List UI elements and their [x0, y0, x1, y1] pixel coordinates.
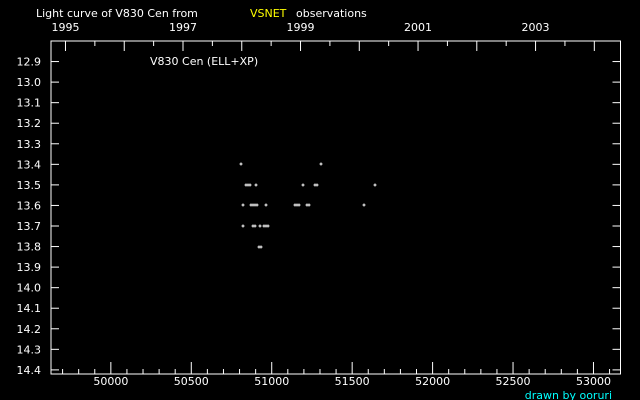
x-tick-label: 51000 [254, 375, 289, 388]
data-point [373, 183, 377, 187]
data-point [248, 183, 252, 187]
x-tick-label: 52500 [496, 375, 531, 388]
year-label: 2003 [522, 21, 550, 34]
y-tick-label: 14.3 [17, 343, 42, 356]
y-tick-label: 14.1 [17, 302, 42, 315]
y-tick-label: 13.4 [17, 158, 42, 171]
data-point [315, 183, 319, 187]
y-tick-label: 13.0 [17, 76, 42, 89]
data-point [301, 183, 305, 187]
y-tick-label: 13.5 [17, 179, 42, 192]
data-point [266, 224, 270, 228]
year-label: 1997 [169, 21, 197, 34]
title-source: VSNET [250, 7, 287, 20]
y-tick-label: 14.2 [17, 323, 42, 336]
data-point [264, 203, 268, 207]
title-prefix: Light curve of V830 Cen from [36, 7, 198, 20]
y-tick-label: 13.1 [17, 97, 42, 110]
y-tick-label: 12.9 [17, 56, 42, 69]
y-tick-label: 13.7 [17, 220, 42, 233]
credit-text: drawn by ooruri [525, 389, 612, 400]
data-point [307, 203, 311, 207]
axis-ticks: 50000 50500 51000 51500 52000 52500 53000 1995 1… [17, 21, 621, 388]
y-tick-label: 14.4 [17, 364, 42, 377]
data-point [241, 203, 245, 207]
data-point [319, 162, 323, 166]
year-label: 1995 [51, 21, 79, 34]
y-tick-label: 13.9 [17, 261, 42, 274]
x-tick-label: 50500 [174, 375, 209, 388]
data-point [362, 203, 366, 207]
data-point [241, 224, 245, 228]
data-point [258, 224, 262, 228]
y-tick-label: 14.0 [17, 282, 42, 295]
y-tick-label: 13.3 [17, 138, 42, 151]
data-point [255, 203, 259, 207]
x-tick-label: 52000 [415, 375, 450, 388]
data-point [254, 183, 258, 187]
data-point [297, 203, 301, 207]
data-point [259, 245, 263, 249]
year-label: 2001 [404, 21, 432, 34]
data-points [239, 162, 377, 249]
x-tick-label: 51500 [335, 375, 370, 388]
y-tick-label: 13.8 [17, 241, 42, 254]
data-point [253, 224, 257, 228]
y-tick-label: 13.6 [17, 199, 42, 212]
y-tick-label: 13.2 [17, 117, 42, 130]
data-point [239, 162, 243, 166]
x-tick-label: 53000 [576, 375, 611, 388]
year-label: 1999 [287, 21, 315, 34]
x-tick-label: 50000 [93, 375, 128, 388]
title-suffix: observations [296, 7, 367, 20]
star-annotation: V830 Cen (ELL+XP) [150, 55, 258, 68]
